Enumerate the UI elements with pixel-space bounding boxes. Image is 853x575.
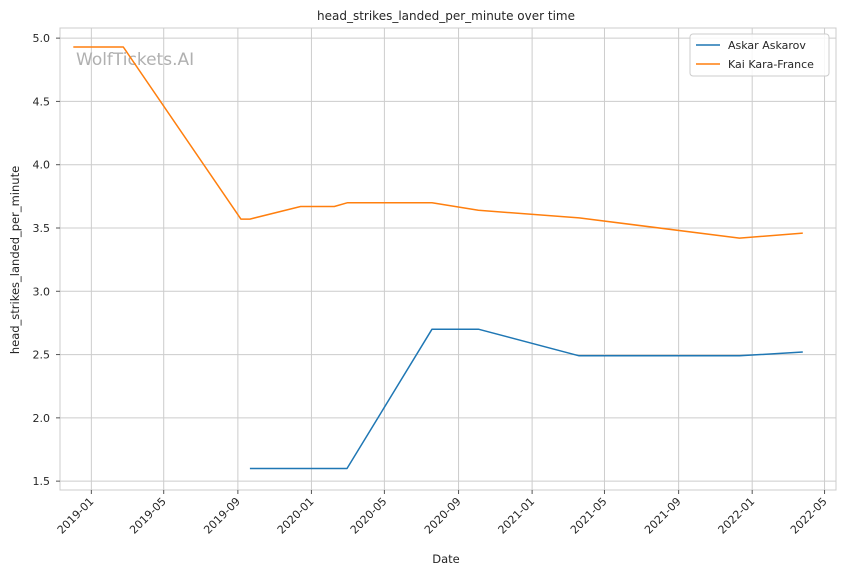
- x-axis-title: Date: [432, 552, 460, 566]
- y-axis-title: head_strikes_landed_per_minute: [8, 166, 22, 354]
- y-tick-label: 5.0: [33, 32, 51, 45]
- series-line-askar-askarov: [249, 328, 803, 470]
- series-line-kai-kara-france: [73, 46, 803, 239]
- y-axis-ticks: 1.5 2.0 2.5 3.0 3.5 4.0 4.5 5.0: [33, 32, 60, 488]
- y-tick-label: 4.5: [33, 95, 51, 108]
- legend-label-kai-kara-france: Kai Kara-France: [728, 58, 814, 71]
- y-tick-label: 3.0: [33, 285, 51, 298]
- y-tick-label: 1.5: [33, 475, 51, 488]
- watermark: WolfTickets.AI: [76, 50, 194, 70]
- y-tick-label: 2.5: [33, 349, 51, 362]
- legend: Askar Askarov Kai Kara-France: [689, 33, 830, 77]
- series-layer: [73, 46, 803, 470]
- chart-title: head_strikes_landed_per_minute over time: [317, 9, 575, 23]
- y-tick-label: 2.0: [33, 412, 51, 425]
- y-tick-label: 3.5: [33, 222, 51, 235]
- y-gridlines: [60, 37, 836, 482]
- legend-box: [689, 33, 830, 77]
- legend-label-askar-askarov: Askar Askarov: [728, 39, 806, 52]
- plot-area-frame: [59, 27, 837, 491]
- y-tick-label: 4.0: [33, 159, 51, 172]
